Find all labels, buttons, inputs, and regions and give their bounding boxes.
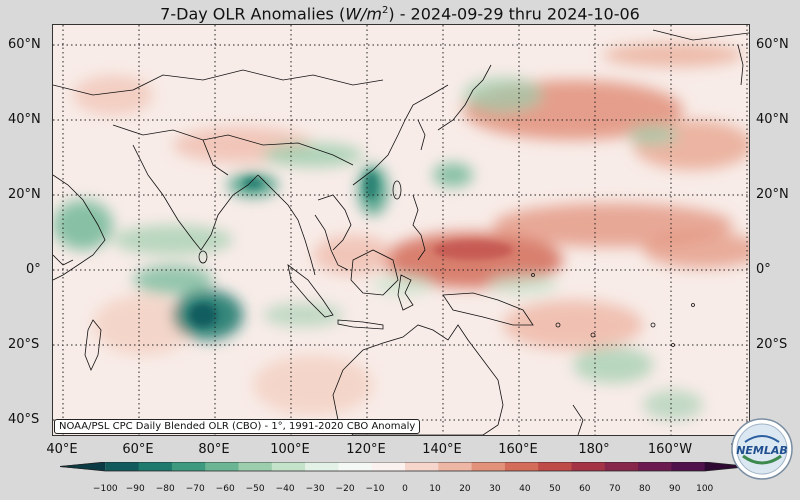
- colorbar-segment: [371, 462, 406, 471]
- colorbar-tick-label: 90: [668, 484, 681, 494]
- colorbar-tick-label: −100: [92, 484, 118, 494]
- lat-label-40n-left: 40°N: [8, 112, 41, 127]
- lat-label-eq-right: 0°: [756, 262, 771, 277]
- nemlab-logo: NEMLAB: [731, 418, 793, 480]
- colorbar-tick-label: 40: [519, 484, 531, 494]
- lon-label-180: 180°: [578, 442, 610, 457]
- colorbar-tick-label: 20: [459, 484, 471, 494]
- colorbar-segment: [571, 462, 606, 471]
- lon-label-160e: 160°E: [498, 442, 538, 457]
- colorbar-segment: [471, 462, 506, 471]
- lon-label-80e: 80°E: [198, 442, 230, 457]
- colorbar-tick-label: −40: [275, 484, 295, 494]
- lat-label-20s-right: 20°S: [756, 337, 788, 352]
- colorbar-bar: [59, 461, 751, 472]
- colorbar-segment: [238, 462, 273, 471]
- colorbar-segment: [305, 462, 339, 471]
- colorbar-tick-label: 80: [639, 484, 651, 494]
- colorbar-tick-label: 10: [429, 484, 441, 494]
- logo-text: NEMLAB: [736, 444, 788, 457]
- olr-anomaly-map: [52, 24, 750, 436]
- lat-label-20n-right: 20°N: [756, 187, 789, 202]
- colorbar-segment: [105, 462, 140, 471]
- anomaly-detail: [189, 171, 513, 327]
- colorbar-segment: [271, 462, 306, 471]
- lon-label-60e: 60°E: [122, 442, 154, 457]
- colorbar-segment: [205, 462, 239, 471]
- colorbar-tick-label: 60: [579, 484, 591, 494]
- lat-label-20n-left: 20°N: [8, 187, 41, 202]
- lon-label-100e: 100°E: [270, 442, 310, 457]
- colorbar-segment: [638, 462, 672, 471]
- anomaly-field: [53, 43, 749, 420]
- lon-label-140e: 140°E: [422, 442, 462, 457]
- lat-label-eq-left: 0°: [26, 262, 41, 277]
- lat-label-60n-right: 60°N: [756, 37, 789, 52]
- colorbar-tick-label: 70: [609, 484, 621, 494]
- colorbar-segment: [171, 462, 206, 471]
- colorbar-tick-label: −80: [155, 484, 175, 494]
- colorbar-tick-label: −50: [245, 484, 265, 494]
- colorbar-tick-label: −10: [365, 484, 385, 494]
- colorbar-segment: [604, 462, 639, 471]
- colorbar-tick-label: 0: [402, 484, 408, 494]
- chart-title: 7-Day OLR Anomalies (W/m2) - 2024-09-29 …: [160, 4, 640, 24]
- colorbar-tick-label: −60: [215, 484, 235, 494]
- logo-graphic: NEMLAB: [731, 418, 793, 480]
- colorbar-segment: [138, 462, 173, 471]
- colorbar-tick-label: 50: [549, 484, 561, 494]
- colorbar-segment: [504, 462, 539, 471]
- colorbar-segment: [60, 462, 106, 471]
- colorbar-segment: [338, 462, 373, 471]
- colorbar-tick-label: −70: [185, 484, 205, 494]
- colorbar-tick-label: 100: [696, 484, 714, 494]
- lon-label-160w: 160°W: [647, 442, 693, 457]
- colorbar-segment: [405, 462, 439, 471]
- lat-label-20s-left: 20°S: [8, 337, 40, 352]
- colorbar-segment: [438, 462, 473, 471]
- colorbar-tick-label: −90: [125, 484, 145, 494]
- lon-label-40e: 40°E: [46, 442, 78, 457]
- lat-label-40n-right: 40°N: [756, 112, 789, 127]
- source-note: NOAA/PSL CPC Daily Blended OLR (CBO) - 1…: [54, 419, 421, 434]
- colorbar-segment: [671, 462, 706, 471]
- colorbar-tick-label: 30: [489, 484, 501, 494]
- colorbar-tick-label: −20: [335, 484, 355, 494]
- lat-label-60n-left: 60°N: [8, 37, 41, 52]
- colorbar-segment: [704, 462, 750, 471]
- map-canvas: [53, 25, 749, 435]
- colorbar: −100 −90 −80 −70 −60 −50 −40 −30 −20 −10 0 10 20 30 40…: [59, 461, 751, 498]
- lat-label-40s-left: 40°S: [8, 412, 40, 427]
- colorbar-tick-label: −30: [305, 484, 325, 494]
- colorbar-segment: [538, 462, 572, 471]
- lon-label-120e: 120°E: [346, 442, 386, 457]
